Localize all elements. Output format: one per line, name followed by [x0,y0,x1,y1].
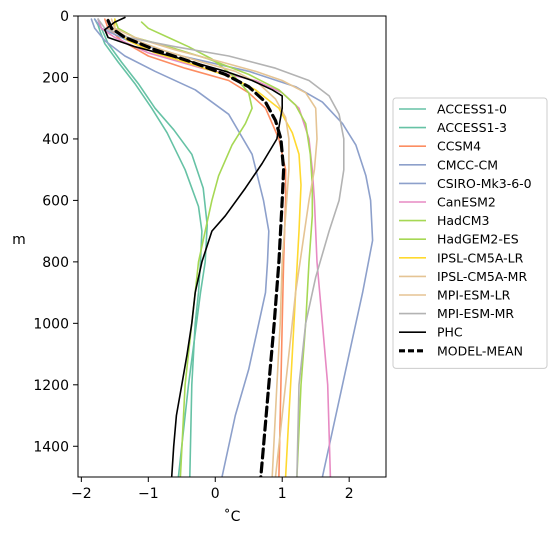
legend-entry-label: HadCM3 [437,213,489,228]
x-tick-label: 0 [211,486,220,502]
legend-entry-label: ACCESS1-0 [437,102,507,117]
series-line-mpi-esm-lr [107,18,290,477]
x-tick-label: 2 [345,486,354,502]
series-line-mpi-esm-mr [97,18,345,477]
y-tick-label: 1200 [33,378,69,394]
legend-box [392,97,548,369]
legend-entry-label: PHC [437,325,463,340]
y-tick-label: 200 [42,70,69,86]
legend-entry-label: CMCC-CM [437,157,498,172]
legend-entry-label: CSIRO-Mk3-6-0 [437,176,532,191]
legend-entry-label: MPI-ESM-LR [437,288,511,303]
series-line-access1-3 [97,18,208,477]
x-tick-label: 1 [278,486,287,502]
series-line-phc [104,16,283,477]
y-axis-label: m [12,232,26,248]
y-tick-label: 1400 [33,439,69,455]
legend-entry-label: IPSL-CM5A-LR [437,250,524,265]
series-line-cmcc-cm [93,18,374,477]
legend-entry-label: CanESM2 [437,195,496,210]
legend-entry-label: MODEL-MEAN [437,343,523,358]
x-axis-ticks: −2 −1 0 1 2 [71,477,354,502]
x-tick-label: −2 [71,486,92,502]
y-tick-label: 600 [42,193,69,209]
series-line-csiro-mk3-6-0 [90,18,270,477]
series-line-ipsl-cm5a-mr [110,18,318,477]
legend-entry-label: IPSL-CM5A-MR [437,269,527,284]
legend-entry-label: CCSM4 [437,139,481,154]
y-tick-label: 400 [42,132,69,148]
plot-frame [77,15,387,478]
legend-entry-label: HadGEM2-ES [437,232,519,247]
y-tick-label: 1000 [33,316,69,332]
legend-entry-label: ACCESS1-3 [437,120,507,135]
y-axis-ticks: 0 200 400 600 800 1000 1200 1400 [33,9,78,455]
x-axis-label: ˚C [224,508,241,525]
x-tick-label: −1 [138,486,159,502]
y-tick-label: 0 [60,9,69,25]
series-line-ccsm4 [104,18,287,477]
y-tick-label: 800 [42,255,69,271]
legend-entry-label: MPI-ESM-MR [437,306,514,321]
legend: ACCESS1-0 ACCESS1-3 CCSM4 CMCC-CM CSIRO-Mk3-… [392,97,548,369]
series-line-model-mean [106,19,286,477]
plot-lines [90,16,374,477]
series-line-canesm2 [97,18,332,477]
